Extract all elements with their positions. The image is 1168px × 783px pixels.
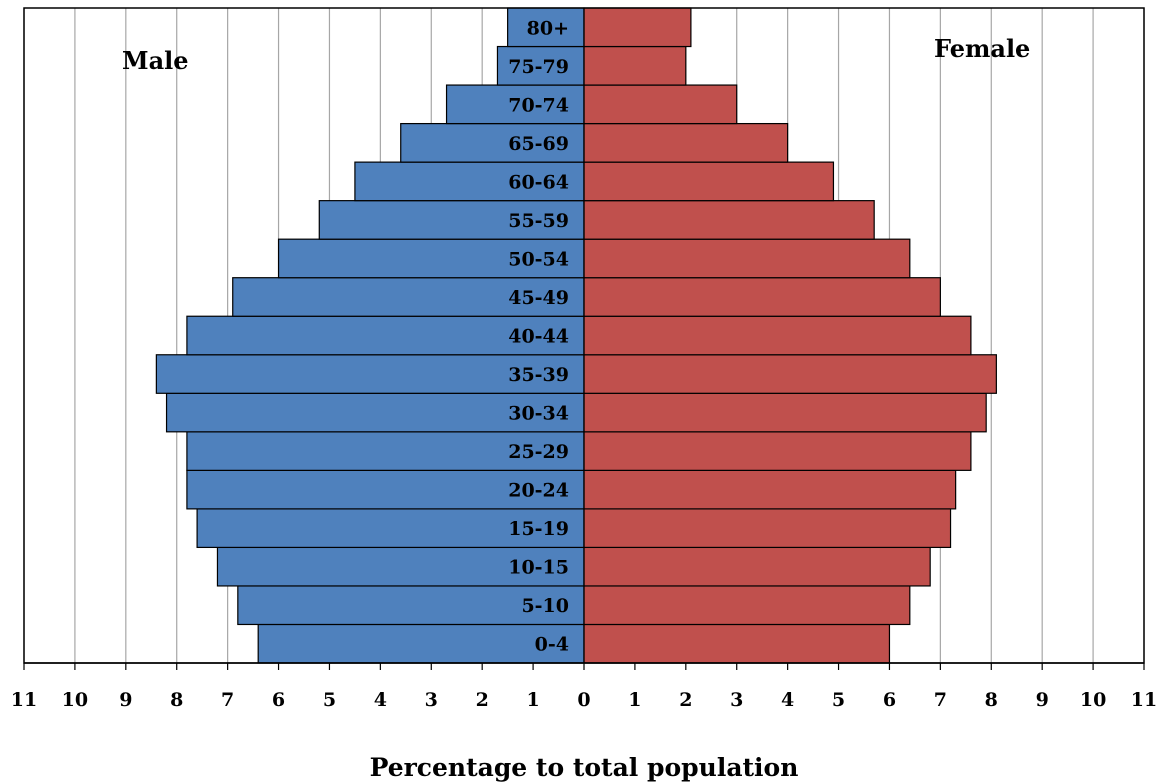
bar-male-5-10 xyxy=(237,585,585,626)
category-label: 80+ xyxy=(527,17,569,39)
female-side-label: Female xyxy=(934,34,1030,63)
bar-male-35-39 xyxy=(155,354,585,394)
bar-male-65-69 xyxy=(400,122,585,163)
x-tick-label: 4 xyxy=(374,689,387,711)
bar-female-50-54 xyxy=(583,238,911,279)
bar-female-20-24 xyxy=(583,469,957,510)
bar-male-45-49 xyxy=(232,277,585,317)
category-label: 30-34 xyxy=(508,403,569,425)
x-tick-label: 1 xyxy=(526,689,539,711)
x-tick-label: 6 xyxy=(272,689,285,711)
category-label: 35-39 xyxy=(508,364,569,386)
bar-female-80+ xyxy=(583,7,692,48)
x-tick-label: 3 xyxy=(425,689,438,711)
category-label: 0-4 xyxy=(535,634,569,656)
bar-female-10-15 xyxy=(583,546,931,587)
x-tick-label: 0 xyxy=(577,689,590,711)
x-tick-label: 11 xyxy=(11,689,37,711)
bar-female-30-34 xyxy=(583,392,987,433)
x-tick-label: 6 xyxy=(883,689,896,711)
category-label: 70-74 xyxy=(508,94,569,116)
bar-female-65-69 xyxy=(583,122,789,163)
bar-male-15-19 xyxy=(196,508,585,549)
x-axis-title: Percentage to total population xyxy=(370,753,799,782)
male-side-label: Male xyxy=(122,46,189,75)
x-tick-label: 5 xyxy=(832,689,845,711)
bar-female-75-79 xyxy=(583,45,687,86)
x-axis: 11 10 9 8 7 6 5 4 3 2 1 0 1 2 3 4 5 6 7 8 9 10 11 xyxy=(11,662,1157,711)
category-label: 25-29 xyxy=(508,441,569,463)
category-label: 75-79 xyxy=(508,56,569,78)
bar-female-35-39 xyxy=(583,354,997,394)
bar-male-30-34 xyxy=(165,392,585,433)
bar-female-40-44 xyxy=(583,315,972,356)
x-tick-label: 1 xyxy=(628,689,641,711)
bar-male-10-15 xyxy=(216,546,585,587)
bar-female-55-59 xyxy=(583,200,875,240)
bar-female-60-64 xyxy=(583,161,835,202)
category-label: 40-44 xyxy=(508,326,569,348)
bar-female-5-10 xyxy=(583,585,911,626)
x-tick-label: 5 xyxy=(323,689,336,711)
x-tick-label: 9 xyxy=(119,689,132,711)
bar-female-15-19 xyxy=(583,508,952,549)
x-tick-label: 11 xyxy=(1131,689,1157,711)
category-label: 45-49 xyxy=(508,287,569,309)
x-tick-label: 9 xyxy=(1036,689,1049,711)
bar-male-0-4 xyxy=(257,623,585,664)
x-tick-label: 10 xyxy=(1080,689,1106,711)
category-label: 60-64 xyxy=(508,171,569,193)
bar-male-40-44 xyxy=(186,315,585,356)
bar-male-20-24 xyxy=(186,469,585,510)
x-tick-label: 10 xyxy=(62,689,88,711)
bar-male-60-64 xyxy=(354,161,585,202)
x-tick-label: 4 xyxy=(781,689,794,711)
bar-female-70-74 xyxy=(583,84,738,125)
category-label: 10-15 xyxy=(508,557,569,579)
bar-female-25-29 xyxy=(583,431,972,471)
bar-female-0-4 xyxy=(583,623,891,664)
category-label: 20-24 xyxy=(508,480,569,502)
category-label: 5-10 xyxy=(521,595,569,617)
x-tick-label: 2 xyxy=(476,689,489,711)
category-label: 50-54 xyxy=(508,248,569,270)
x-tick-label: 2 xyxy=(679,689,692,711)
category-label: 65-69 xyxy=(508,133,569,155)
x-tick-label: 8 xyxy=(985,689,998,711)
category-label: 15-19 xyxy=(508,518,569,540)
category-labels: 0-4 5-10 10-15 15-19 20-24 25-29 30-34 35-39 40-… xyxy=(508,17,569,655)
x-tick-label: 3 xyxy=(730,689,743,711)
bar-female-45-49 xyxy=(583,277,941,317)
category-label: 55-59 xyxy=(508,210,569,232)
bars xyxy=(155,7,997,664)
x-tick-label: 7 xyxy=(221,689,234,711)
x-tick-label: 8 xyxy=(170,689,183,711)
x-tick-label: 7 xyxy=(934,689,947,711)
bar-male-25-29 xyxy=(186,431,585,471)
bar-male-80+ xyxy=(507,7,585,48)
